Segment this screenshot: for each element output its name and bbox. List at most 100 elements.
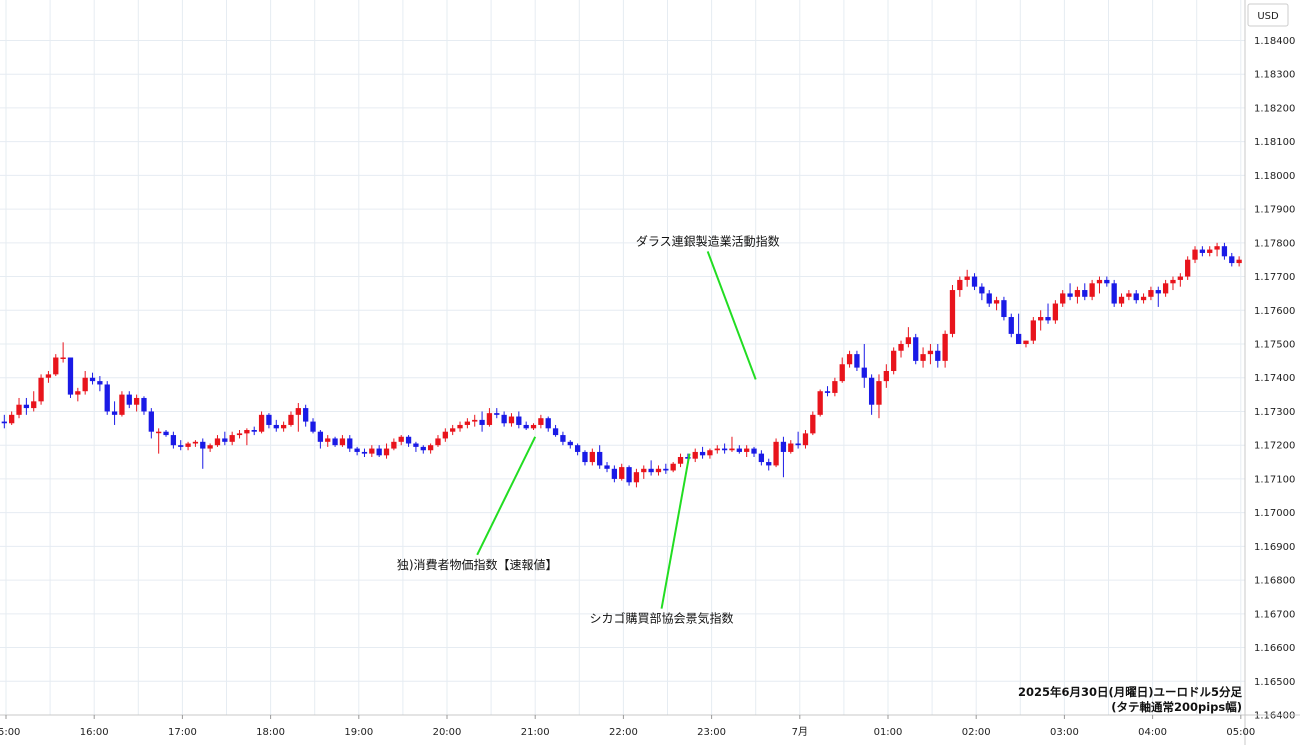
candle-down — [979, 286, 985, 294]
candle-up — [729, 448, 735, 451]
candle-down — [516, 416, 522, 425]
y-axis: 1.18400 1.18300 1.18200 1.18100 1.18000 1.179… — [1244, 0, 1295, 745]
candle-down — [361, 451, 368, 454]
x-tick-label: 05:00 — [1226, 727, 1255, 738]
candle-up — [1096, 279, 1103, 284]
footer-line-1: 2025年6月30日(月曜日)ユーロドル5分足 — [1018, 685, 1243, 699]
candle-up — [964, 276, 970, 280]
candle-up — [31, 401, 37, 409]
x-tick-label: 21:00 — [521, 727, 550, 738]
candle-down — [824, 391, 831, 393]
candle-down — [1199, 249, 1206, 253]
candle-down — [861, 367, 867, 378]
candle-up — [633, 472, 640, 483]
candle-down — [89, 377, 96, 382]
y-tick-label: 1.17400 — [1254, 373, 1295, 384]
candle-down — [266, 414, 272, 425]
candle-down — [986, 293, 992, 304]
candle-down — [582, 451, 588, 463]
y-tick-label: 1.18200 — [1254, 103, 1295, 114]
candle-up — [839, 364, 845, 382]
candle-up — [156, 431, 162, 434]
candle-down — [1133, 293, 1139, 301]
candle-up — [1207, 249, 1213, 253]
candle-down — [648, 468, 654, 473]
candle-down — [604, 465, 610, 469]
candle-up — [530, 424, 537, 429]
x-tick-label: 16:00 — [80, 727, 109, 738]
candle-up — [810, 414, 816, 434]
candle-up — [45, 374, 52, 378]
candle-down — [222, 438, 228, 442]
candle-up — [1030, 320, 1036, 341]
candle-down — [597, 451, 603, 466]
candle-up — [192, 441, 199, 444]
candle-up — [9, 414, 15, 424]
candle-down — [545, 418, 551, 429]
grid — [0, 0, 1245, 716]
candle-down — [751, 448, 757, 454]
x-tick-label: 20:00 — [433, 727, 462, 738]
candle-down — [347, 438, 353, 449]
candle-down — [971, 276, 978, 287]
x-axis: 15:00 16:00 17:00 18:00 19:00 20:00 21:00 22:00… — [0, 714, 1300, 738]
candle-down — [552, 428, 559, 436]
y-tick-label: 1.17700 — [1254, 272, 1295, 283]
candle-down — [935, 350, 941, 361]
candle-down — [273, 424, 279, 429]
candle-down — [141, 397, 147, 412]
candle-down — [1, 421, 7, 424]
candle-down — [758, 453, 765, 463]
candle-up — [60, 357, 66, 359]
candle-up — [508, 416, 515, 424]
candle-up — [619, 467, 625, 479]
candle-down — [1008, 317, 1014, 334]
candle-up — [442, 431, 448, 439]
candle-down — [332, 438, 338, 446]
y-tick-label: 1.18400 — [1254, 36, 1295, 47]
x-tick-label: 17:00 — [168, 727, 197, 738]
candle-up — [38, 377, 44, 402]
candle-down — [148, 411, 154, 432]
x-tick-label: 22:00 — [609, 727, 638, 738]
candle-up — [1118, 296, 1125, 304]
y-tick-label: 1.17100 — [1254, 474, 1295, 485]
candle-down — [699, 451, 706, 456]
candle-down — [795, 443, 801, 446]
candle-up — [450, 428, 456, 432]
candle-up — [325, 438, 331, 442]
candle-up — [16, 404, 22, 415]
candle-up — [1140, 296, 1147, 301]
candle-up — [369, 448, 375, 454]
candle-down — [200, 441, 206, 449]
candle-down — [405, 436, 412, 444]
candle-down — [626, 467, 632, 483]
candle-up — [707, 450, 713, 456]
currency-label: USD — [1257, 11, 1279, 22]
candle-down — [1104, 279, 1110, 284]
candle-up — [641, 468, 647, 473]
candle-down — [23, 404, 30, 409]
candle-down — [780, 441, 787, 452]
y-tick-label: 1.17800 — [1254, 238, 1295, 249]
y-tick-label: 1.16500 — [1254, 677, 1295, 688]
candle-up — [876, 381, 882, 405]
candle-up — [927, 350, 934, 355]
candle-up — [75, 391, 81, 395]
candle-up — [53, 357, 59, 375]
annotation-label: ダラス連銀製造業活動指数 — [636, 233, 780, 248]
candle-down — [523, 424, 529, 429]
candle-down — [1001, 300, 1007, 318]
candle-down — [420, 446, 426, 451]
candle-up — [714, 448, 720, 451]
currency-badge[interactable] — [1247, 3, 1289, 27]
candle-down — [721, 448, 728, 451]
candle-up — [957, 279, 963, 291]
candle-up — [883, 370, 889, 382]
candle-up — [905, 337, 912, 345]
candle-up — [383, 448, 390, 456]
candle-up — [244, 430, 250, 434]
candle-up — [1162, 283, 1169, 294]
candle-down — [1155, 290, 1161, 294]
